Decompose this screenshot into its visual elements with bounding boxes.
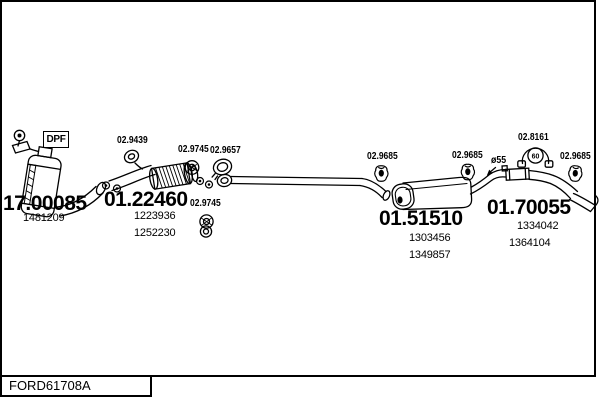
sleeve-joint-drawing bbox=[501, 165, 530, 181]
fitting-code-gasket: 02.9439 bbox=[117, 135, 148, 146]
dpf-outlet-pipe-drawing bbox=[56, 181, 107, 217]
part-code-dpf: 17.00085 bbox=[3, 192, 87, 215]
fitting-code-clamp-ring: 02.9657 bbox=[210, 145, 241, 156]
diagram-frame bbox=[0, 0, 596, 377]
fitting-code-hanger-1: 02.9685 bbox=[367, 151, 398, 162]
part-code-muffler: 01.51510 bbox=[379, 207, 463, 230]
reference-label: FORD61708A bbox=[9, 378, 91, 393]
part-code-tail-pipe: 01.70055 bbox=[487, 196, 571, 219]
reference-box: FORD61708A bbox=[0, 375, 152, 397]
fitting-code-hanger-3: 02.9685 bbox=[560, 151, 591, 162]
part-number: 1334042 bbox=[517, 220, 559, 232]
rubber-hanger-icon-3 bbox=[567, 164, 584, 183]
diameter-note: ø55 bbox=[491, 155, 507, 166]
rubber-hanger-icon-1 bbox=[374, 165, 389, 182]
muffler-drawing bbox=[391, 176, 473, 211]
front-pipe-drawing bbox=[108, 164, 156, 192]
clamp-diameter-label: 60 bbox=[532, 154, 540, 161]
fitting-code-flex-gasket: 02.9745 bbox=[178, 144, 209, 155]
fitting-code-bolted-clamp: 02.8161 bbox=[518, 132, 549, 143]
tail-bracket-drawing bbox=[568, 192, 599, 213]
part-number: 1364104 bbox=[509, 237, 551, 249]
part-number: 1223936 bbox=[134, 210, 176, 222]
mid-flange-bolts bbox=[195, 176, 214, 189]
diameter-arrow bbox=[486, 166, 497, 176]
tail-pipe-drawing bbox=[528, 169, 579, 200]
flex-gasket-icon bbox=[184, 160, 200, 175]
center-pipe-drawing bbox=[230, 175, 391, 201]
part-number: 1303456 bbox=[409, 232, 451, 244]
pipe-clamp-inner bbox=[220, 177, 229, 184]
part-number: 1252230 bbox=[134, 227, 176, 239]
gasket-tail bbox=[134, 162, 144, 170]
bolted-clamp-icon bbox=[517, 147, 554, 168]
pipe-clamp-drawing bbox=[216, 173, 233, 188]
part-number: 1481209 bbox=[23, 212, 65, 224]
double-ring-hanger-icon bbox=[199, 214, 214, 238]
part-number: 1349857 bbox=[409, 249, 451, 261]
dpf-tag: DPF bbox=[43, 131, 69, 148]
flex-pipe-drawing bbox=[148, 162, 194, 190]
fitting-code-hanger-2: 02.9685 bbox=[452, 150, 483, 161]
dpf-inlet-flange-drawing bbox=[11, 129, 40, 154]
fitting-code-hanger-ring: 02.9745 bbox=[190, 198, 221, 209]
gasket-icon bbox=[123, 149, 140, 164]
clamp-ring-icon bbox=[211, 158, 233, 181]
rubber-hanger-icon-2 bbox=[460, 163, 476, 181]
part-code-front-pipe: 01.22460 bbox=[104, 188, 188, 211]
